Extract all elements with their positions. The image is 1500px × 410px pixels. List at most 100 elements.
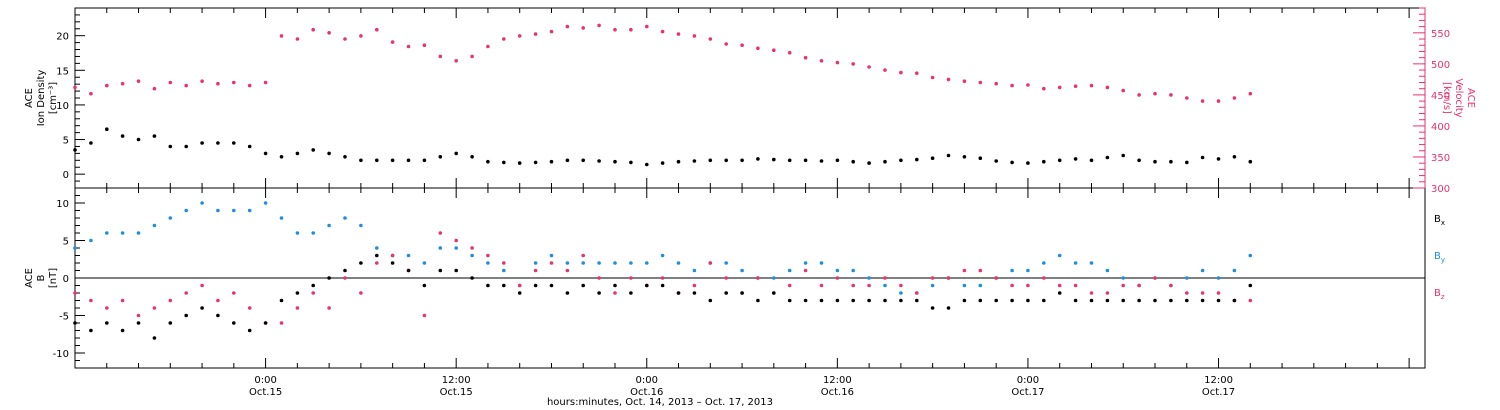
velocity-point	[454, 59, 459, 63]
velocity-point	[390, 40, 395, 44]
density-point	[835, 158, 840, 163]
bz-point	[1200, 291, 1205, 295]
velocity-point	[565, 24, 570, 29]
bx-point	[533, 283, 538, 288]
density-point	[1073, 157, 1078, 161]
field-tick-label: 0	[63, 274, 69, 285]
velocity-point	[1185, 96, 1189, 100]
bz-point	[994, 276, 998, 280]
by-point	[1089, 261, 1094, 265]
velocity-point	[962, 79, 967, 83]
time-tick-label: 12:00	[823, 375, 852, 386]
by-point	[581, 261, 585, 265]
bx-point	[803, 298, 808, 303]
bx-point	[962, 298, 967, 303]
density-point	[406, 158, 411, 163]
x-axis-title: hours:minutes, Oct. 14, 2013 – Oct. 17, …	[547, 397, 773, 408]
by-point	[978, 283, 983, 288]
bz-point	[1073, 283, 1078, 288]
density-point	[867, 161, 871, 165]
bx-point	[470, 276, 474, 280]
by-point	[565, 261, 570, 265]
by-point	[851, 268, 855, 273]
field-axis-title-2: B	[36, 274, 47, 281]
density-point	[915, 157, 919, 162]
bz-point	[851, 283, 855, 288]
density-point	[597, 159, 601, 163]
field-axis-title-1: ACE	[24, 268, 35, 288]
density-point	[883, 159, 887, 164]
velocity-point	[470, 54, 474, 59]
density-series	[73, 127, 1253, 167]
velocity-point	[645, 24, 649, 29]
density-point	[899, 158, 903, 163]
bx-point	[517, 291, 522, 295]
velocity-point	[295, 37, 300, 41]
velocity-tick-label: 400	[1431, 122, 1450, 133]
velocity-point	[1073, 84, 1078, 88]
velocity-point	[1216, 99, 1221, 103]
bz-point	[549, 261, 554, 265]
bz-point	[1216, 291, 1221, 295]
velocity-point	[533, 32, 538, 36]
velocity-point	[406, 44, 411, 49]
bx-point	[359, 261, 363, 265]
density-point	[279, 155, 284, 159]
bz-point	[946, 276, 951, 280]
bx-point	[772, 291, 776, 295]
velocity-point	[819, 59, 824, 63]
bx-point	[1073, 298, 1078, 303]
density-point	[740, 158, 744, 163]
field-tick-label: 5	[63, 237, 69, 248]
density-point	[1042, 159, 1046, 164]
bx-point	[978, 298, 983, 303]
time-tick-label: 12:00	[1204, 375, 1233, 386]
by-point	[724, 261, 728, 265]
date-tick-label: Oct.17	[1202, 387, 1235, 398]
by-point	[930, 283, 935, 288]
velocity-point	[676, 32, 681, 36]
magnetic-field-axis: -10 -5 0 5 10	[53, 187, 85, 369]
bz-point	[787, 283, 792, 288]
legend-bz: Bz	[1434, 288, 1445, 301]
density-point	[200, 141, 204, 145]
velocity-point	[660, 29, 665, 34]
velocity-point	[1232, 96, 1237, 100]
bz-point	[756, 276, 760, 280]
bx-point	[915, 298, 919, 303]
density-tick-label: 0	[63, 170, 69, 181]
bx-point	[1105, 298, 1110, 303]
bx-point	[629, 291, 633, 295]
bz-point	[152, 306, 157, 310]
by-point	[867, 276, 871, 280]
density-point	[946, 153, 951, 158]
by-point	[375, 246, 379, 250]
velocity-point	[232, 80, 236, 85]
bz-point	[1185, 291, 1189, 295]
bx-point	[406, 268, 411, 273]
by-point	[136, 231, 141, 235]
bz-point	[533, 268, 538, 273]
velocity-point	[327, 31, 331, 35]
density-point	[692, 159, 697, 163]
bz-point	[1137, 283, 1141, 288]
density-point	[517, 161, 522, 165]
density-point	[1105, 155, 1110, 160]
by-point	[184, 208, 188, 213]
density-point	[327, 151, 331, 156]
bx-point	[1089, 298, 1094, 303]
bz-point	[835, 276, 840, 280]
bx-point	[343, 268, 347, 273]
by-point	[232, 208, 236, 213]
time-tick-label: 0:00	[636, 375, 658, 386]
density-point	[851, 159, 855, 164]
bz-point	[232, 291, 236, 295]
density-point	[422, 158, 427, 163]
by-point	[660, 253, 665, 258]
velocity-point	[756, 46, 760, 51]
velocity-point	[73, 85, 77, 90]
bz-point	[1057, 283, 1062, 288]
by-point	[740, 268, 744, 273]
density-point	[120, 134, 125, 138]
velocity-point	[740, 43, 744, 47]
